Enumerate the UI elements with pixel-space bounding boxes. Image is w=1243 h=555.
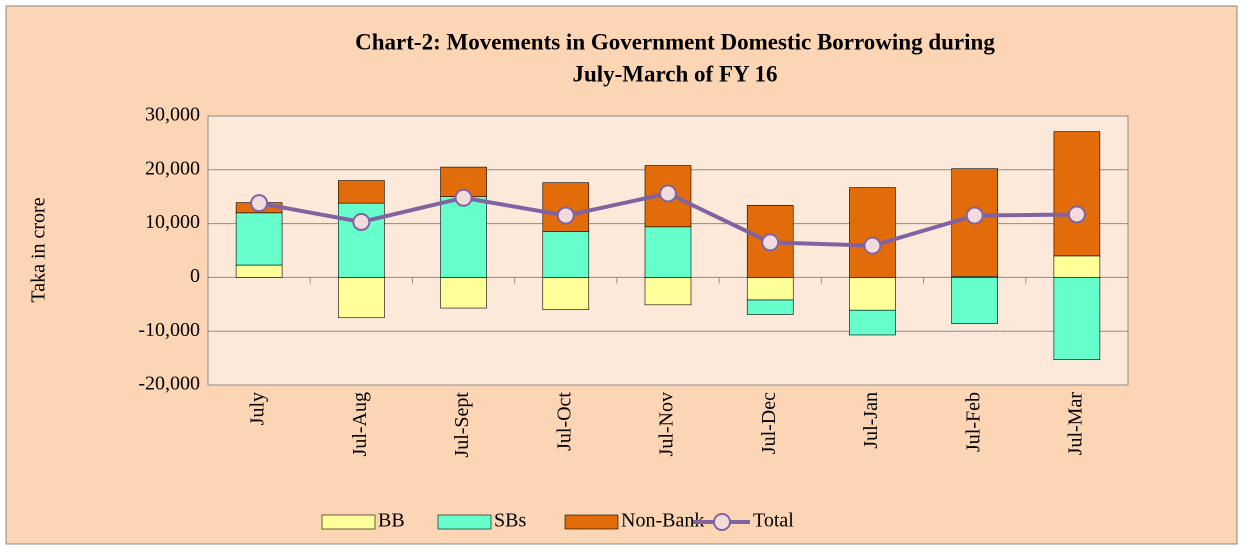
marker xyxy=(965,206,984,225)
chart-title: Chart-2: Movements in Government Domesti… xyxy=(355,29,995,54)
x-tick-label: Jul-Aug xyxy=(349,392,371,456)
legend-label: Non-Bank xyxy=(621,510,704,532)
legend-marker xyxy=(713,513,731,531)
x-tick-label: Jul-Oct xyxy=(553,392,575,451)
bar xyxy=(338,180,385,204)
bar xyxy=(644,277,692,306)
bar xyxy=(644,226,692,278)
chart-title: July-March of FY 16 xyxy=(572,61,777,86)
marker xyxy=(761,233,780,252)
y-tick-label: -10,000 xyxy=(138,319,200,341)
bar xyxy=(1053,255,1101,278)
marker xyxy=(1067,205,1086,224)
bar xyxy=(440,196,487,278)
legend-swatch xyxy=(437,514,492,530)
x-tick-label: Jul-Feb xyxy=(962,392,984,452)
plot-border xyxy=(207,115,1129,386)
bar xyxy=(849,277,896,311)
bar xyxy=(542,277,590,310)
marker xyxy=(454,188,473,207)
bar xyxy=(849,309,896,336)
bar xyxy=(235,212,283,266)
bar xyxy=(542,231,590,278)
bar xyxy=(440,277,487,309)
bar xyxy=(951,277,998,324)
bar xyxy=(1053,131,1101,257)
marker xyxy=(556,206,575,225)
y-tick-label: -20,000 xyxy=(138,373,200,395)
bar xyxy=(1053,277,1101,361)
legend-swatch xyxy=(564,514,619,530)
bar xyxy=(235,264,283,278)
marker xyxy=(250,194,269,213)
bar xyxy=(746,299,794,315)
y-axis-label: Taka in crore xyxy=(28,197,50,302)
legend-label: BB xyxy=(378,510,405,532)
marker xyxy=(659,184,677,203)
bar xyxy=(338,277,385,319)
legend-label: Total xyxy=(753,510,794,532)
bar xyxy=(746,277,794,301)
marker xyxy=(863,236,882,255)
legend-label: SBs xyxy=(494,510,526,532)
x-tick-label: Jul-Nov xyxy=(656,392,678,456)
legend-swatch xyxy=(321,514,376,530)
y-tick-label: 10,000 xyxy=(145,211,200,233)
x-tick-label: Jul-Dec xyxy=(758,392,780,454)
marker xyxy=(352,212,371,231)
x-tick-label: Jul-Sept xyxy=(451,392,473,458)
bar xyxy=(849,187,896,278)
x-tick-label: Jul-Jan xyxy=(860,392,882,449)
y-tick-label: 0 xyxy=(190,265,200,287)
y-tick-label: 20,000 xyxy=(145,157,200,179)
y-tick-label: 30,000 xyxy=(145,104,200,126)
x-tick-label: July xyxy=(247,392,269,425)
x-tick-label: Jul-Mar xyxy=(1064,392,1086,456)
